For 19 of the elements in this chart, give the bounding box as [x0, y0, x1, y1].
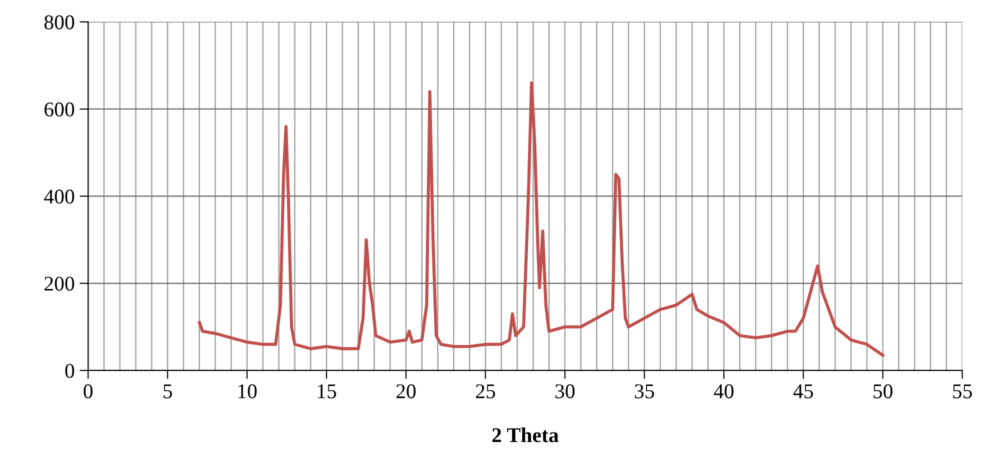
y-tick-label: 200	[44, 276, 74, 291]
x-tick-label: 40	[714, 384, 734, 398]
x-tick-label: 45	[793, 384, 813, 398]
x-tick-label: 50	[874, 384, 892, 398]
x-tick-label: 25	[476, 384, 496, 398]
x-tick-label: 10	[238, 384, 257, 398]
y-tick-label: 400	[44, 190, 74, 204]
y-tick-label: 0	[65, 364, 74, 378]
line-series	[198, 81, 884, 357]
x-tick-label: 55	[953, 384, 972, 398]
y-tick-label: 600	[44, 102, 74, 116]
x-tick-label: 0	[84, 384, 93, 398]
x-tick-label: 20	[396, 384, 416, 398]
y-tick-label: 800	[44, 15, 74, 30]
x-tick-label: 15	[318, 384, 336, 398]
x-tick-label: 30	[556, 384, 575, 398]
x-tick-label: 5	[164, 384, 172, 398]
x-tick-label: 35	[634, 384, 654, 398]
x-axis-title: 2 Theta	[492, 428, 559, 442]
